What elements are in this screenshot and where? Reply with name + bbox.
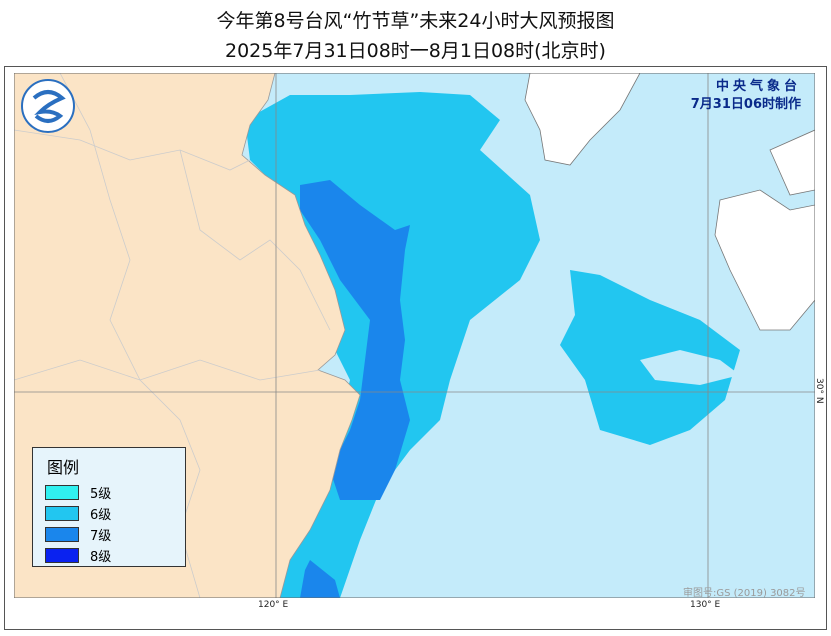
cma-logo (21, 79, 75, 133)
legend-label: 5级 (90, 487, 112, 502)
agency-name: 中央气象台 (715, 79, 801, 94)
lat-label-30: 30° N (814, 378, 824, 404)
lon-label-130: 130° E (690, 600, 721, 610)
level7-zone-south (300, 560, 340, 598)
level6-hole (640, 350, 740, 385)
legend-title: 图例 (47, 458, 80, 477)
agency-stamp: 中央气象台 7月31日06时制作 (691, 78, 801, 114)
map-title: 今年第8号台风“竹节草”未来24小时大风预报图 (216, 10, 615, 32)
legend-item-7: 7级 (45, 524, 185, 545)
legend-swatch (45, 485, 79, 500)
legend-swatch (45, 548, 79, 563)
province-borders (14, 73, 331, 598)
legend-item-8: 8级 (45, 545, 185, 566)
lon-label-120: 120° E (258, 600, 289, 610)
map-approval-number: 审图号:GS (2019) 3082号 (683, 588, 806, 599)
issued-time: 7月31日06时制作 (690, 97, 801, 112)
legend-swatch (45, 506, 79, 521)
map-frame (4, 66, 827, 630)
land-japan-north (769, 129, 815, 196)
legend-label: 6级 (90, 508, 112, 523)
level7-zone (300, 180, 410, 500)
legend-swatch (45, 527, 79, 542)
legend: 图例 5级 6级 7级 8级 (32, 447, 186, 567)
land-korea (524, 73, 641, 166)
map-subtitle: 2025年7月31日08时一8月1日08时(北京时) (225, 40, 606, 62)
legend-item-6: 6级 (45, 503, 185, 524)
legend-label: 7级 (90, 529, 112, 544)
legend-label: 8级 (90, 550, 112, 565)
land-kyushu (714, 189, 815, 331)
legend-item-5: 5级 (45, 482, 185, 503)
